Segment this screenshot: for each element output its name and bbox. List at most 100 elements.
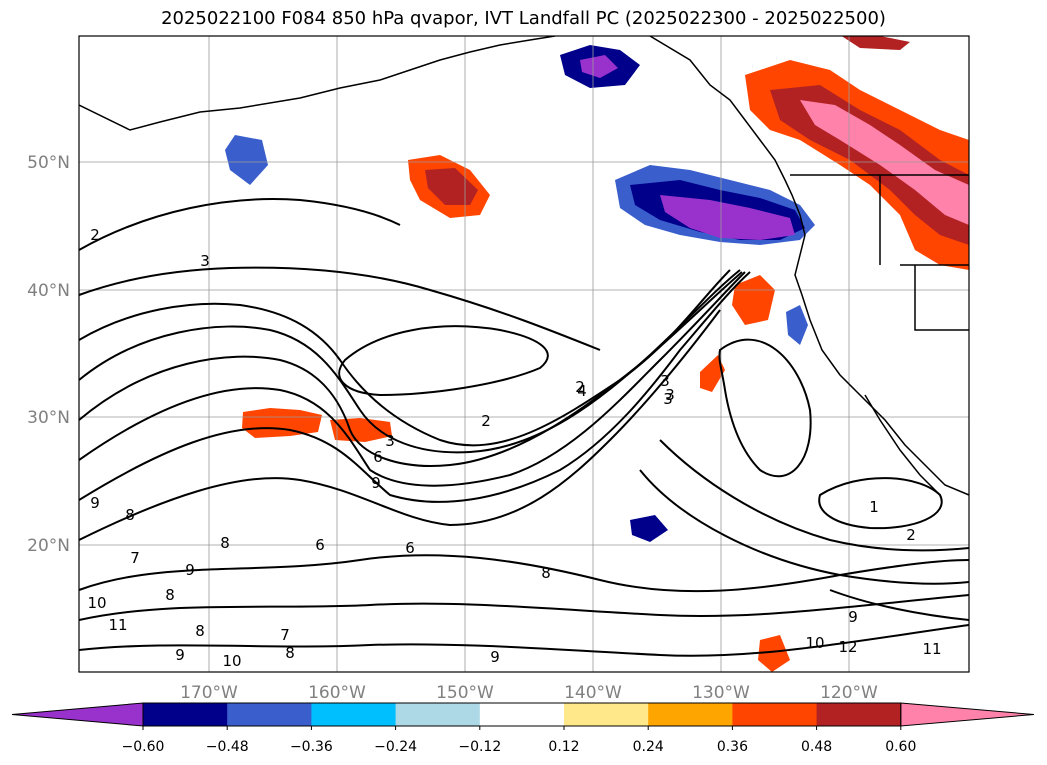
contour-label: 2 [906,526,916,544]
contour-label: 3 [660,372,670,390]
lat-tick-label: 30°N [27,408,70,428]
colorbar-segment [311,703,397,726]
contour-south-3 [79,624,969,657]
contour-south-1 [79,554,969,593]
lon-tick-label: 120°W [820,683,878,703]
fill-positive-blob-4 [732,275,775,325]
coastlines [79,36,969,496]
contour-label: 12 [838,638,857,656]
contour-label: 2 [481,412,491,430]
contour-2 [79,198,401,251]
contour-east-3 [829,589,969,621]
fill-negative-blob-core [580,55,618,78]
colorbar-outline [142,702,902,727]
contour-ring-1 [338,325,549,397]
colorbar: −0.60 −0.48 −0.36 −0.24 −0.12 0.12 0.24 0.36 0.4… [11,702,1035,755]
shaded-fields [225,36,969,672]
contour-label: 6 [315,536,325,554]
contour-ring-3 [818,477,943,530]
colorbar-tick-label: 0.12 [548,739,579,755]
contour-label: 1 [869,498,879,516]
colorbar-tick-label: −0.48 [206,739,249,755]
contour-3 [79,266,601,351]
contour-label: 9 [848,608,858,626]
longitude-tick-labels: 170°W 160°W 150°W 140°W 130°W 120°W [180,683,878,703]
contour-south-2 [79,594,969,621]
colorbar-segment [816,703,902,726]
contour-label: 6 [373,448,383,466]
contour-label: 6 [405,539,415,557]
contour-label: 7 [280,626,290,644]
contour-label: 9 [185,561,195,579]
lon-tick-label: 160°W [308,683,366,703]
contour-label: 9 [90,494,100,512]
contour-7 [79,271,746,487]
colorbar-tick-label: 0.36 [717,739,748,755]
contour-label: 9 [175,646,185,664]
colorbar-tick-label: 0.48 [801,739,832,755]
fill-positive-blob-6 [758,635,790,672]
lat-tick-label: 40°N [27,281,70,301]
fill-negative-blob-4 [225,135,268,185]
colorbar-segment [564,703,649,726]
contour-label: 8 [195,622,205,640]
contour-label: 8 [165,586,175,604]
colorbar-segment [395,703,481,726]
coastline-alaska [79,36,556,131]
contour-label: 4 [577,382,587,400]
colorbar-tick-label: −0.36 [290,739,333,755]
map-frame [78,35,970,673]
fill-positive-blob-7 [841,36,910,50]
fill-positive-blob-3 [330,418,392,442]
contour-label: 3 [200,252,210,270]
fill-positive-peak [800,100,969,225]
contour-label: 8 [220,534,230,552]
contour-label: 2 [90,226,100,244]
contour-6 [79,271,743,467]
fill-negative-peak [660,195,795,240]
contour-label: 8 [541,564,551,582]
coastline-bc [649,36,969,496]
colorbar-segment [479,703,565,726]
colorbar-tick-label: −0.12 [458,739,501,755]
fill-negative-blob-2 [786,305,808,345]
colorbar-tick-label: −0.24 [374,739,417,755]
contour-label: 3 [665,386,675,404]
contour-label: 7 [130,549,140,567]
chart-title: 2025022100 F084 850 hPa qvapor, IVT Land… [161,8,886,29]
contour-label: 10 [805,634,824,652]
coastline-baja [864,394,941,496]
latitude-tick-labels: 50°N 40°N 30°N 20°N [27,153,70,556]
fill-positive-blob-5 [700,355,725,392]
contour-label: 3 [663,390,673,408]
contour-label: 9 [371,474,381,492]
colorbar-extend-low [11,702,144,727]
contour-label: 9 [490,648,500,666]
colorbar-segment [143,703,228,726]
contour-east-1 [659,439,969,552]
contour-ring-2 [718,338,812,478]
contour-label: 3 [385,432,395,450]
contour-label: 8 [125,506,135,524]
contour-lines [79,198,969,657]
contour-label: 10 [87,594,106,612]
lon-tick-label: 140°W [564,683,622,703]
contour-label: 11 [922,640,941,658]
colorbar-tick-label: 0.60 [885,739,916,755]
contour-8 [79,271,751,503]
lat-tick-label: 50°N [27,153,70,173]
lon-tick-label: 130°W [692,683,750,703]
colorbar-tick-label: 0.24 [633,739,664,755]
contour-label: 10 [222,652,241,670]
contour-east-2 [639,469,969,585]
contour-label: 2 [575,378,585,396]
colorbar-segment [227,703,312,726]
colorbar-tick-label: −0.60 [122,739,165,755]
lon-tick-label: 170°W [180,683,238,703]
contour-9 [79,309,721,541]
contour-label: 8 [285,644,295,662]
fill-positive-blob-2 [242,408,322,438]
lat-tick-label: 20°N [27,536,70,556]
